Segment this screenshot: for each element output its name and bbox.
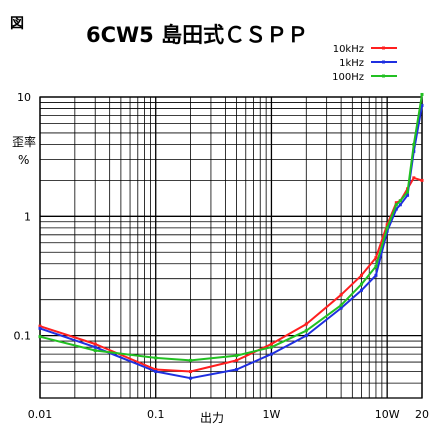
data-point-1kHz (304, 334, 308, 338)
legend-label-10kHz: 10kHz (333, 44, 364, 55)
legend-label-1kHz: 1kHz (339, 58, 364, 69)
legend: 10kHz 1kHz 100Hz (332, 44, 397, 83)
series-line-10kHz (39, 176, 423, 373)
data-point-10kHz (93, 342, 97, 346)
data-point-1kHz (154, 370, 158, 374)
data-point-100Hz (235, 354, 239, 358)
chart-series (38, 92, 424, 380)
x-tick-label: 0.01 (28, 408, 53, 421)
data-point-10kHz (339, 293, 343, 297)
data-point-100Hz (189, 358, 193, 362)
chart-grid (39, 96, 423, 399)
data-point-10kHz (154, 367, 158, 371)
data-point-100Hz (269, 345, 273, 349)
data-point-1kHz (38, 326, 42, 330)
data-point-100Hz (38, 335, 42, 339)
data-point-1kHz (394, 207, 398, 211)
data-point-100Hz (304, 329, 308, 333)
legend-marker-100Hz (382, 74, 385, 78)
chart-title: 6CW5 島田式ＣＳＰＰ (86, 23, 308, 47)
data-point-1kHz (269, 352, 273, 356)
series-line-100Hz (39, 94, 423, 362)
data-point-100Hz (374, 264, 378, 268)
y-axis-label-line2: % (18, 153, 29, 167)
data-point-1kHz (339, 306, 343, 310)
data-point-100Hz (359, 282, 363, 286)
data-point-100Hz (420, 92, 424, 96)
y-tick-label: 10 (17, 91, 31, 104)
data-point-10kHz (304, 322, 308, 326)
data-point-1kHz (235, 367, 239, 371)
data-point-100Hz (398, 199, 402, 203)
legend-marker-1kHz (382, 60, 385, 64)
data-point-10kHz (385, 223, 389, 227)
x-tick-label: 20 (415, 408, 429, 421)
x-tick-label: 10W (375, 408, 400, 421)
y-tick-label: 0.1 (14, 330, 32, 343)
data-point-100Hz (93, 349, 97, 353)
plot-frame (39, 96, 423, 399)
y-axis-label-line1: 歪率 (12, 134, 36, 149)
y-tick-label: 1 (24, 210, 31, 223)
data-point-10kHz (269, 342, 273, 346)
data-point-100Hz (412, 142, 416, 146)
data-point-10kHz (374, 256, 378, 260)
data-point-1kHz (420, 103, 424, 107)
data-point-10kHz (412, 176, 416, 180)
data-point-1kHz (406, 193, 410, 197)
data-point-100Hz (154, 356, 158, 360)
data-point-1kHz (398, 203, 402, 207)
y-tick-labels: 10 1 0.1 (14, 91, 32, 343)
series-line-1kHz (39, 105, 423, 380)
data-point-10kHz (359, 273, 363, 277)
x-tick-label: 1W (263, 408, 281, 421)
data-point-100Hz (385, 226, 389, 230)
data-point-1kHz (359, 288, 363, 292)
data-point-100Hz (394, 203, 398, 207)
x-axis-label: 出力 (200, 411, 224, 425)
data-point-1kHz (189, 376, 193, 380)
data-point-10kHz (420, 178, 424, 182)
legend-marker-10kHz (382, 46, 385, 50)
data-point-100Hz (339, 303, 343, 307)
data-point-10kHz (38, 324, 42, 328)
legend-label-100Hz: 100Hz (332, 72, 364, 83)
data-point-1kHz (374, 273, 378, 277)
data-point-1kHz (93, 345, 97, 349)
x-tick-labels: 0.01 0.1 1W 10W 20 (28, 408, 429, 421)
data-point-10kHz (394, 201, 398, 205)
data-point-100Hz (406, 190, 410, 194)
data-point-10kHz (189, 370, 193, 374)
data-point-10kHz (235, 358, 239, 362)
figure-label: 図 (10, 16, 24, 32)
x-tick-label: 0.1 (147, 408, 165, 421)
